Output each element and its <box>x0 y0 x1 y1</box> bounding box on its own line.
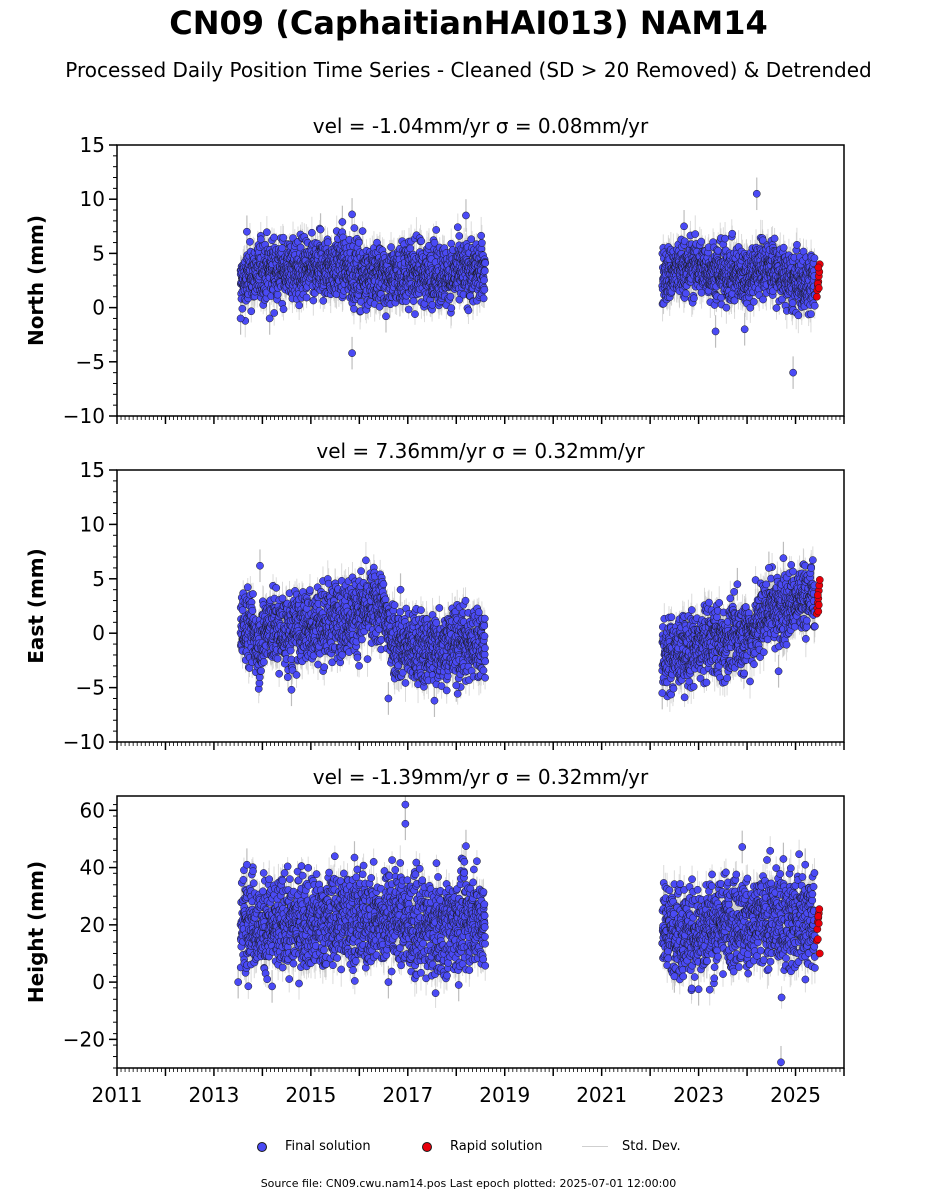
final-solution-point <box>453 223 462 232</box>
final-solution-point <box>697 237 706 246</box>
final-solution-point <box>238 304 247 313</box>
final-solution-point <box>246 237 254 246</box>
final-solution-point <box>446 292 455 301</box>
final-solution-point <box>481 259 490 267</box>
final-solution-point <box>728 229 737 238</box>
final-solution-point <box>478 239 486 247</box>
final-solution-point <box>480 267 489 275</box>
final-solution-point <box>480 276 488 284</box>
final-solution-point <box>428 300 437 309</box>
figure-title: CN09 (CaphaitianHAI013) NAM14 <box>169 4 768 42</box>
final-solution-point <box>447 304 456 312</box>
final-solution-point <box>273 290 282 299</box>
final-solution-point <box>309 296 318 305</box>
final-solution-point <box>479 294 488 303</box>
final-solution-point <box>467 235 476 244</box>
final-solution-point <box>323 238 332 247</box>
final-solution-point <box>279 233 288 242</box>
final-solution-point <box>409 297 418 305</box>
final-solution-point <box>690 294 698 303</box>
final-solution-point <box>477 231 486 240</box>
plot-area <box>236 177 824 389</box>
final-solution-point <box>319 296 328 305</box>
final-solution-point <box>270 233 278 242</box>
final-solution-point <box>355 238 363 247</box>
final-solution-point <box>350 224 359 232</box>
final-solution-point <box>296 243 305 252</box>
final-solution-point <box>308 228 316 237</box>
figure-subtitle: Processed Daily Position Time Series - C… <box>65 58 872 82</box>
final-solution-point <box>404 305 413 314</box>
final-solution-point <box>721 234 729 243</box>
final-solution-point <box>464 306 473 315</box>
final-solution-point <box>279 305 288 314</box>
final-solution-point <box>247 307 256 316</box>
final-solution-point <box>263 228 271 237</box>
final-solution-point <box>722 303 731 312</box>
final-solution-point <box>682 289 690 298</box>
final-solution-point <box>387 243 395 251</box>
final-solution-point <box>375 302 384 311</box>
final-solution-point <box>358 227 367 235</box>
final-solution-point <box>417 237 426 245</box>
final-solution-point <box>447 239 456 248</box>
final-solution-points <box>236 189 819 377</box>
final-solution-point <box>302 293 311 302</box>
final-solution-point <box>480 285 489 294</box>
final-solution-point <box>455 232 464 240</box>
final-solution-point <box>691 230 700 238</box>
final-solution-point <box>432 226 441 234</box>
final-solution-point <box>295 301 304 310</box>
final-solution-point <box>270 309 279 317</box>
final-solution-point <box>411 310 419 318</box>
final-solution-point <box>430 238 439 247</box>
